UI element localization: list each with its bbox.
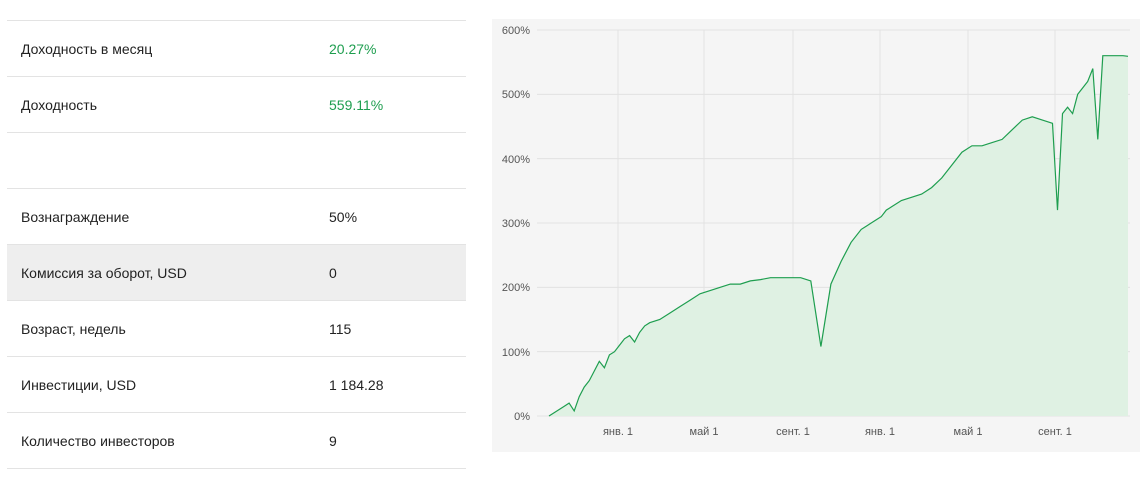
stats-row-monthly-return: Доходность в месяц 20.27%	[7, 21, 466, 77]
x-tick-label: янв. 1	[603, 426, 633, 438]
stat-value: 50%	[329, 208, 358, 225]
return-chart-svg: 0% 100% 200% 300% 400% 500% 600% янв. 1 …	[502, 25, 1130, 438]
stats-row-investors: Количество инвесторов 9	[7, 413, 466, 469]
series-area	[549, 55, 1128, 416]
stats-row-empty	[7, 133, 466, 189]
x-tick-label: май 1	[954, 426, 983, 438]
stats-row-age-weeks: Возраст, недель 115	[7, 301, 466, 357]
stat-label: Вознаграждение	[21, 208, 130, 225]
y-tick-label: 0%	[514, 411, 530, 423]
stat-value: 115	[329, 320, 352, 337]
stat-value: 559.11%	[329, 96, 384, 113]
stat-value: 0	[329, 264, 337, 281]
y-tick-label: 100%	[502, 347, 530, 359]
stat-label: Комиссия за оборот, USD	[21, 264, 187, 281]
series-line	[548, 55, 1129, 417]
stat-label: Возраст, недель	[21, 320, 126, 337]
stats-row-total-return: Доходность 559.11%	[7, 77, 466, 133]
y-tick-label: 400%	[502, 154, 530, 166]
stat-label: Доходность в месяц	[21, 40, 153, 57]
return-chart: 0% 100% 200% 300% 400% 500% 600% янв. 1 …	[492, 19, 1140, 452]
y-tick-label: 300%	[502, 218, 530, 230]
stats-table: Доходность в месяц 20.27% Доходность 559…	[7, 20, 466, 469]
y-tick-label: 600%	[502, 25, 530, 37]
x-tick-label: май 1	[690, 426, 719, 438]
x-tick-label: сент. 1	[776, 426, 810, 438]
y-tick-label: 200%	[502, 282, 530, 294]
stat-label: Количество инвесторов	[21, 432, 175, 449]
stats-row-investments: Инвестиции, USD 1 184.28	[7, 357, 466, 413]
x-tick-label: янв. 1	[865, 426, 895, 438]
x-tick-label: сент. 1	[1038, 426, 1072, 438]
stats-row-turnover-fee: Комиссия за оборот, USD 0	[7, 245, 466, 301]
stat-value: 9	[329, 432, 337, 449]
stat-label: Доходность	[21, 96, 97, 113]
stats-row-reward: Вознаграждение 50%	[7, 189, 466, 245]
stat-value: 20.27%	[329, 40, 377, 57]
chart-axes: 0% 100% 200% 300% 400% 500% 600% янв. 1 …	[502, 25, 1072, 438]
y-tick-label: 500%	[502, 89, 530, 101]
stat-label: Инвестиции, USD	[21, 376, 137, 393]
stat-value: 1 184.28	[329, 376, 384, 393]
